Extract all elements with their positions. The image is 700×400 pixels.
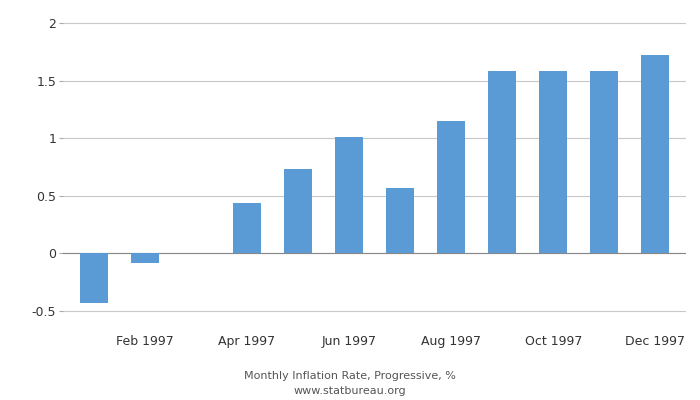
Bar bbox=[539, 71, 567, 253]
Text: Monthly Inflation Rate, Progressive, %
www.statbureau.org: Monthly Inflation Rate, Progressive, % w… bbox=[244, 371, 456, 396]
Bar bbox=[335, 137, 363, 253]
Bar bbox=[488, 71, 516, 253]
Bar bbox=[641, 54, 669, 253]
Bar bbox=[131, 253, 159, 262]
Bar bbox=[386, 188, 414, 253]
Bar bbox=[437, 121, 465, 253]
Bar bbox=[284, 170, 312, 253]
Bar bbox=[80, 253, 108, 303]
Bar bbox=[233, 203, 261, 253]
Bar bbox=[590, 71, 618, 253]
